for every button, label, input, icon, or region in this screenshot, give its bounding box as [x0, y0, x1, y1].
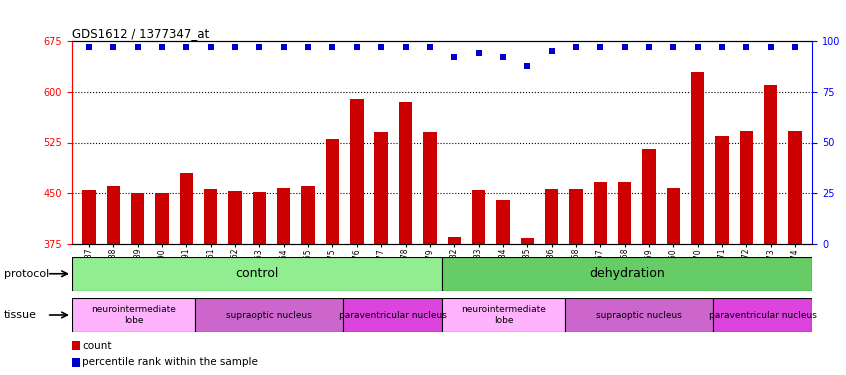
Text: neurointermediate
lobe: neurointermediate lobe	[461, 305, 547, 325]
Bar	[423, 132, 437, 244]
Bar	[398, 102, 412, 244]
Bar	[72, 298, 195, 332]
Bar	[375, 132, 387, 244]
Bar	[713, 298, 812, 332]
Bar	[691, 72, 705, 244]
Bar	[497, 200, 509, 244]
Bar	[442, 257, 812, 291]
Bar	[131, 193, 145, 244]
Bar	[739, 131, 753, 244]
Bar	[594, 182, 607, 244]
Bar	[788, 131, 802, 244]
Bar	[326, 139, 339, 244]
Bar	[618, 182, 631, 244]
Bar	[545, 189, 558, 244]
Text: paraventricular nucleus: paraventricular nucleus	[709, 310, 816, 320]
Bar	[228, 191, 242, 244]
Bar	[204, 189, 217, 244]
Bar	[716, 136, 728, 244]
Bar	[107, 186, 120, 244]
Bar	[195, 298, 343, 332]
Bar	[82, 190, 96, 244]
Bar	[667, 188, 680, 244]
Text: dehydration: dehydration	[589, 267, 665, 280]
Text: control: control	[235, 267, 278, 280]
Bar	[642, 149, 656, 244]
Bar	[448, 237, 461, 244]
Bar	[72, 358, 80, 367]
Bar	[277, 188, 290, 244]
Text: paraventricular nucleus: paraventricular nucleus	[338, 310, 447, 320]
Text: GDS1612 / 1377347_at: GDS1612 / 1377347_at	[72, 27, 209, 40]
Bar	[569, 189, 583, 244]
Text: protocol: protocol	[4, 269, 49, 279]
Bar	[179, 173, 193, 244]
Bar	[343, 298, 442, 332]
Text: percentile rank within the sample: percentile rank within the sample	[82, 357, 258, 368]
Bar	[72, 257, 442, 291]
Bar	[442, 298, 565, 332]
Text: tissue: tissue	[4, 310, 37, 320]
Text: supraoptic nucleus: supraoptic nucleus	[596, 310, 683, 320]
Bar	[565, 298, 713, 332]
Text: count: count	[82, 340, 112, 351]
Bar	[72, 341, 80, 350]
Text: neurointermediate
lobe: neurointermediate lobe	[91, 305, 176, 325]
Bar	[472, 190, 486, 244]
Bar	[156, 193, 168, 244]
Bar	[520, 238, 534, 244]
Bar	[764, 85, 777, 244]
Text: supraoptic nucleus: supraoptic nucleus	[227, 310, 312, 320]
Bar	[253, 192, 266, 244]
Bar	[350, 99, 364, 244]
Bar	[301, 186, 315, 244]
